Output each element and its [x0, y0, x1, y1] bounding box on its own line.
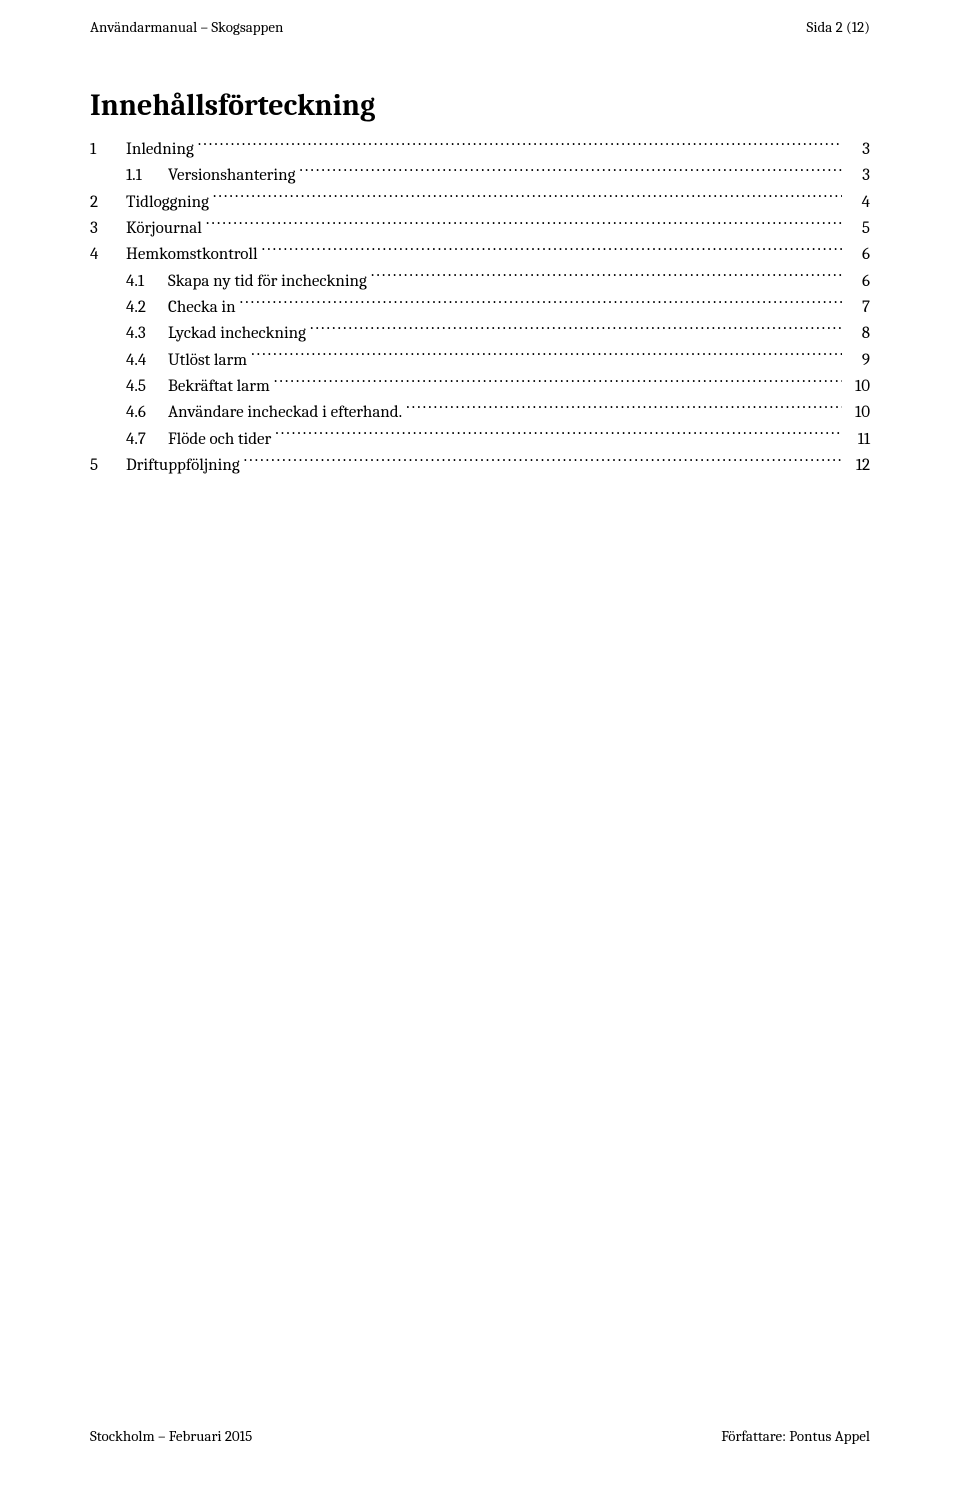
toc-entry-number: 4 [90, 242, 126, 268]
toc-entry-number: 4.6 [126, 400, 168, 426]
toc-entry-number: 4.1 [126, 269, 168, 295]
toc-entry: 4.3Lyckad incheckning 8 [90, 321, 870, 347]
toc-entry-number: 4.5 [126, 374, 168, 400]
toc-leader-dots [310, 321, 842, 338]
toc-entry: 4.4Utlöst larm 9 [90, 348, 870, 374]
toc-leader-dots [206, 216, 842, 233]
toc-entry-label: Körjournal [126, 216, 202, 242]
toc-entry-page: 10 [846, 374, 870, 400]
toc-entry-number: 2 [90, 190, 126, 216]
toc-leader-dots [274, 374, 842, 391]
toc-leader-dots [262, 242, 842, 259]
toc-entry-page: 10 [846, 400, 870, 426]
toc-entry-number: 4.7 [126, 427, 168, 453]
page-footer: Stockholm – Februari 2015 Författare: Po… [90, 1427, 870, 1445]
toc-title: Innehållsförteckning [90, 88, 870, 123]
toc-entry-label: Användare incheckad i efterhand. [168, 400, 402, 426]
toc-entry-label: Hemkomstkontroll [126, 242, 258, 268]
header-right: Sida 2 (12) [807, 18, 870, 36]
header-left: Användarmanual – Skogsappen [90, 18, 283, 36]
toc-entry-label: Bekräftat larm [168, 374, 270, 400]
toc-entry: 3Körjournal 5 [90, 216, 870, 242]
toc-entry-label: Versionshantering [168, 163, 295, 189]
toc-entry-label: Skapa ny tid för incheckning [168, 269, 367, 295]
toc-entry: 4.6Användare incheckad i efterhand. 10 [90, 400, 870, 426]
table-of-contents: 1Inledning31.1Versionshantering32Tidlogg… [90, 137, 870, 479]
toc-entry-page: 3 [846, 137, 870, 163]
toc-entry: 2Tidloggning 4 [90, 190, 870, 216]
toc-entry-number: 4.3 [126, 321, 168, 347]
toc-leader-dots [244, 453, 842, 470]
toc-entry-number: 4.2 [126, 295, 168, 321]
toc-entry-number: 5 [90, 453, 126, 479]
toc-leader-dots [251, 348, 842, 365]
toc-entry-label: Inledning [126, 137, 194, 163]
toc-entry-page: 6 [846, 269, 870, 295]
toc-leader-dots [240, 295, 842, 312]
footer-left: Stockholm – Februari 2015 [90, 1427, 252, 1445]
toc-entry-page: 5 [846, 216, 870, 242]
toc-entry: 4.1Skapa ny tid för incheckning 6 [90, 269, 870, 295]
toc-entry-page: 11 [846, 427, 870, 453]
toc-entry-number: 4.4 [126, 348, 168, 374]
toc-leader-dots [406, 400, 842, 417]
toc-leader-dots [275, 427, 842, 444]
toc-entry-label: Flöde och tider [168, 427, 271, 453]
toc-entry-page: 8 [846, 321, 870, 347]
toc-entry-page: 3 [846, 163, 870, 189]
toc-entry-label: Checka in [168, 295, 236, 321]
toc-entry: 4.7Flöde och tider 11 [90, 427, 870, 453]
toc-leader-dots [299, 163, 842, 180]
toc-entry: 1Inledning 3 [90, 137, 870, 163]
toc-entry-label: Tidloggning [126, 190, 209, 216]
footer-right: Författare: Pontus Appel [721, 1427, 870, 1445]
toc-leader-dots [198, 137, 842, 154]
document-page: Användarmanual – Skogsappen Sida 2 (12) … [0, 0, 960, 1509]
toc-entry: 1.1Versionshantering 3 [90, 163, 870, 189]
page-header: Användarmanual – Skogsappen Sida 2 (12) [90, 18, 870, 36]
toc-entry-page: 9 [846, 348, 870, 374]
toc-entry-label: Lyckad incheckning [168, 321, 306, 347]
toc-entry: 4Hemkomstkontroll 6 [90, 242, 870, 268]
toc-entry-page: 7 [846, 295, 870, 321]
toc-leader-dots [213, 190, 842, 207]
toc-entry-page: 4 [846, 190, 870, 216]
toc-entry-number: 3 [90, 216, 126, 242]
toc-entry-label: Driftuppföljning [126, 453, 240, 479]
toc-entry-number: 1.1 [126, 163, 168, 189]
toc-entry-page: 12 [846, 453, 870, 479]
toc-entry: 4.5Bekräftat larm 10 [90, 374, 870, 400]
toc-entry-label: Utlöst larm [168, 348, 247, 374]
toc-entry-number: 1 [90, 137, 126, 163]
toc-leader-dots [371, 269, 842, 286]
toc-entry: 4.2Checka in 7 [90, 295, 870, 321]
toc-entry: 5Driftuppföljning 12 [90, 453, 870, 479]
toc-entry-page: 6 [846, 242, 870, 268]
